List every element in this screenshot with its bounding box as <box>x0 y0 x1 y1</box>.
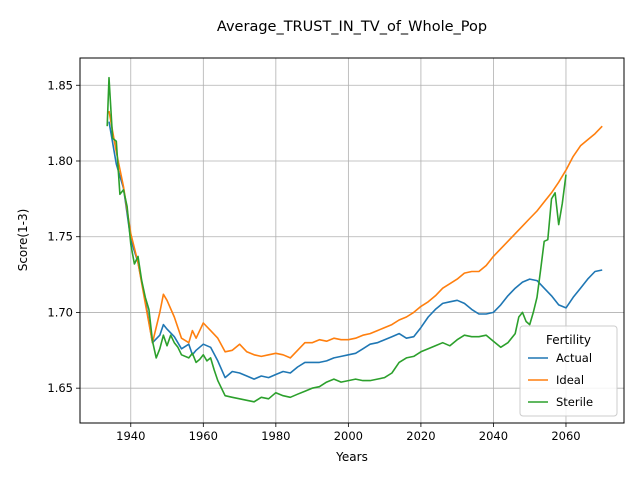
x-tick-label: 2020 <box>406 429 435 443</box>
y-tick-label: 1.85 <box>47 78 73 92</box>
legend: Fertility Actual Ideal Sterile <box>519 325 618 417</box>
series-line-actual <box>108 121 603 380</box>
y-tick-label: 1.65 <box>47 381 73 395</box>
legend-label-actual: Actual <box>556 351 592 365</box>
chart-title: Average_TRUST_IN_TV_of_Whole_Pop <box>217 19 487 35</box>
legend-title: Fertility <box>546 333 591 347</box>
y-axis-label: Score(1-3) <box>16 209 30 272</box>
x-tick-label: 1960 <box>189 429 218 443</box>
x-tick-label: 2040 <box>479 429 508 443</box>
y-tick-label: 1.70 <box>47 305 73 319</box>
x-tick-label: 1940 <box>116 429 145 443</box>
legend-label-ideal: Ideal <box>556 373 584 387</box>
x-tick-label: 2000 <box>334 429 363 443</box>
x-axis-label: Years <box>335 450 368 464</box>
series-line-ideal <box>108 110 603 359</box>
series-layer <box>106 76 603 403</box>
legend-box <box>519 325 618 417</box>
y-tick-label: 1.75 <box>47 230 73 244</box>
legend-label-sterile: Sterile <box>556 395 593 409</box>
grid <box>80 58 624 423</box>
y-tick-label: 1.80 <box>47 154 73 168</box>
x-axis: 1940 1960 1980 2000 2020 2040 2060 <box>116 423 581 443</box>
x-tick-label: 2060 <box>551 429 580 443</box>
plot-frame <box>79 57 625 424</box>
x-tick-label: 1980 <box>261 429 290 443</box>
y-axis: 1.65 1.70 1.75 1.80 1.85 <box>47 78 80 395</box>
series-line-sterile <box>106 76 567 403</box>
